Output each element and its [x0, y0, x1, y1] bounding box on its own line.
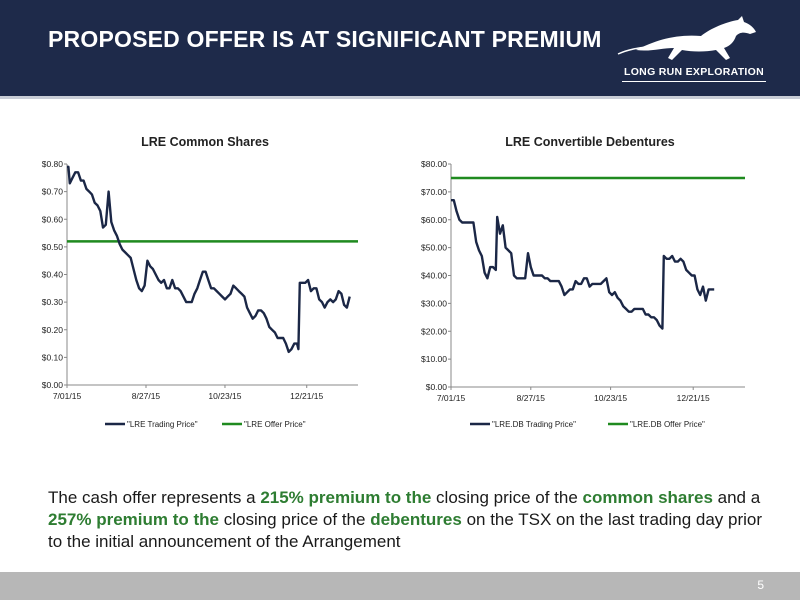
y-tick-label: $80.00 [421, 159, 447, 169]
y-tick-label: $60.00 [421, 215, 447, 225]
y-tick-label: $0.00 [426, 382, 448, 392]
y-tick-label: $0.00 [42, 380, 64, 390]
chart-2: LRE Convertible Debentures $0.00 $10.00 $20… [421, 135, 745, 429]
y-tick-label: $0.80 [42, 159, 64, 169]
y-tick-label: $0.60 [42, 214, 64, 224]
legend-label-offer: "LRE.DB Offer Price" [630, 420, 705, 429]
chart-title: LRE Convertible Debentures [505, 135, 675, 149]
summary-part-3: and a [712, 488, 761, 507]
x-tick-label: 10/23/15 [594, 393, 627, 403]
x-tick-label: 10/23/15 [208, 391, 241, 401]
y-tick-label: $0.10 [42, 352, 64, 362]
x-tick-label: 12/21/15 [290, 391, 323, 401]
y-tick-label: $20.00 [421, 326, 447, 336]
legend-label-trading: "LRE.DB Trading Price" [492, 420, 576, 429]
summary-highlight-3: 257% premium to the [48, 510, 219, 529]
y-tick-label: $30.00 [421, 298, 447, 308]
x-tick-label: 8/27/15 [517, 393, 546, 403]
page-number: 5 [757, 578, 764, 592]
x-tick-label: 7/01/15 [437, 393, 466, 403]
y-tick-label: $0.30 [42, 297, 64, 307]
trading-price-line [451, 199, 715, 330]
summary-highlight-4: debentures [370, 510, 462, 529]
summary-part-5: on the TSX on the last trading day prior… [48, 510, 763, 551]
logo-underline [622, 81, 766, 82]
charts-canvas: LRE Common Shares $0.00 $0.10 $0.20 $0.30 $0.… [42, 135, 745, 429]
page-title: PROPOSED OFFER IS AT SIGNIFICANT PREMIUM [48, 26, 602, 52]
header-divider [0, 96, 800, 99]
summary-highlight-2: common shares [582, 488, 713, 507]
footer-bar: 5 [0, 572, 800, 600]
y-tick-label: $10.00 [421, 354, 447, 364]
chart-1: LRE Common Shares $0.00 $0.10 $0.20 $0.30 $0.… [42, 135, 358, 429]
y-tick-label: $70.00 [421, 187, 447, 197]
header-bar: PROPOSED OFFER IS AT SIGNIFICANT PREMIUM… [0, 0, 800, 96]
y-tick-label: $40.00 [421, 271, 447, 281]
company-logo: LONG RUN EXPLORATION [616, 14, 772, 88]
x-tick-label: 7/01/15 [53, 391, 82, 401]
y-tick-label: $0.20 [42, 325, 64, 335]
legend-label-trading: "LRE Trading Price" [127, 420, 198, 429]
logo-text: LONG RUN EXPLORATION [624, 66, 764, 78]
horse-logo-icon [617, 16, 756, 60]
summary-part-1: The cash offer represents a [48, 488, 261, 507]
x-tick-label: 12/21/15 [677, 393, 710, 403]
trading-price-line [67, 165, 351, 354]
summary-part-2: closing price of the [431, 488, 583, 507]
x-tick-label: 8/27/15 [132, 391, 161, 401]
summary-text: The cash offer represents a 215% premium… [48, 487, 768, 553]
y-tick-label: $50.00 [421, 243, 447, 253]
y-tick-label: $0.40 [42, 270, 64, 280]
chart-title: LRE Common Shares [141, 135, 269, 149]
y-tick-label: $0.50 [42, 242, 64, 252]
legend-label-offer: "LRE Offer Price" [244, 420, 306, 429]
summary-part-4: closing price of the [219, 510, 371, 529]
y-tick-label: $0.70 [42, 187, 64, 197]
summary-highlight-1: 215% premium to the [260, 488, 432, 507]
